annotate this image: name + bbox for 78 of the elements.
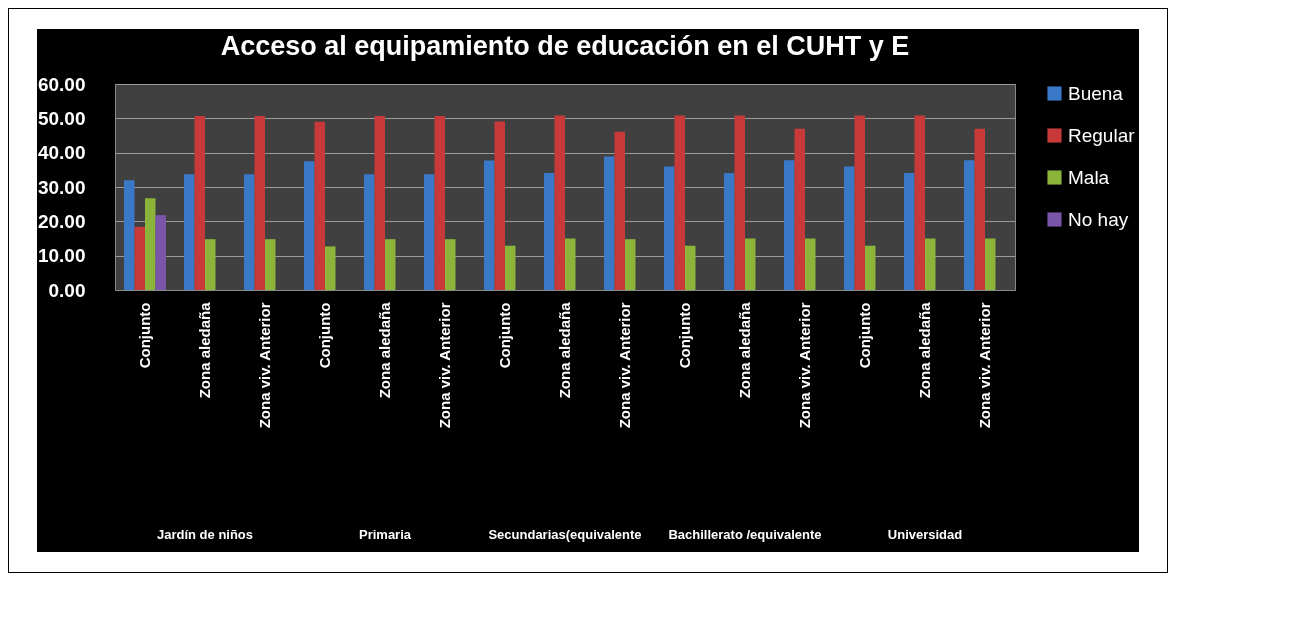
bar <box>244 174 255 290</box>
legend-label: Mala <box>1068 166 1110 188</box>
bar <box>265 239 276 290</box>
bar <box>374 115 385 290</box>
bar <box>304 161 315 290</box>
x-tick-label: Conjunto <box>136 302 153 369</box>
x-tick-label: Zona viv. Anterior <box>256 302 273 429</box>
bar <box>254 115 265 290</box>
bar <box>424 174 435 290</box>
bar <box>794 128 805 290</box>
bar <box>544 172 555 290</box>
bar <box>925 238 936 290</box>
legend-label: Regular <box>1068 124 1136 146</box>
y-tick-label: 60.00 <box>37 73 86 95</box>
bar <box>685 245 696 290</box>
x-tick-label: Zona aledaña <box>196 301 213 399</box>
bar <box>964 160 975 290</box>
bar <box>625 239 636 290</box>
bar <box>134 226 145 290</box>
bar <box>745 238 756 290</box>
x-tick-label: Conjunto <box>496 302 513 369</box>
bar <box>145 198 156 290</box>
bar <box>194 115 205 290</box>
x-tick-label: Zona aledaña <box>556 301 573 399</box>
bar <box>124 180 135 290</box>
bar <box>904 172 915 290</box>
bar <box>434 115 445 290</box>
legend-label: No hay <box>1068 208 1129 230</box>
bar <box>604 156 615 290</box>
bar <box>494 121 505 290</box>
bar <box>445 239 456 290</box>
y-tick-label: 40.00 <box>37 142 86 164</box>
y-tick-label: 10.00 <box>37 245 86 267</box>
x-tick-label: Conjunto <box>316 302 333 369</box>
bar <box>674 115 685 290</box>
y-tick-label: 50.00 <box>37 107 86 129</box>
x-tick-label: Conjunto <box>856 302 873 369</box>
text: Secundarias(equivalente <box>488 527 642 542</box>
x-tick-label: Zona aledaña <box>376 301 393 399</box>
bar <box>364 174 375 290</box>
x-tick-label: Zona viv. Anterior <box>616 302 633 429</box>
bar <box>385 239 396 290</box>
bar <box>614 131 625 290</box>
y-tick-label: 20.00 <box>37 210 86 232</box>
text: Primaria <box>358 527 412 542</box>
bar <box>325 246 336 290</box>
chart-title: Acceso al equipamiento de educación en el CUHT y E <box>220 31 910 61</box>
bar <box>974 128 985 290</box>
y-tick-label: 0.00 <box>48 279 86 301</box>
bar <box>554 115 565 290</box>
x-tick-label: Zona viv. Anterior <box>976 302 993 429</box>
bar <box>784 160 795 290</box>
bar <box>734 115 745 290</box>
bar <box>724 172 735 290</box>
bar <box>865 245 876 290</box>
bar <box>505 245 516 290</box>
x-tick-label: Conjunto <box>676 302 693 369</box>
text: Bachillerato /equivalente <box>668 527 822 542</box>
x-tick-label: Zona aledaña <box>736 301 753 399</box>
bar <box>205 239 216 290</box>
text: Jardín de niños <box>156 527 254 542</box>
bar <box>184 174 195 290</box>
bar <box>565 238 576 290</box>
y-tick-label: 30.00 <box>37 176 86 198</box>
bar <box>805 238 816 290</box>
x-tick-label: Zona viv. Anterior <box>436 302 453 429</box>
bar <box>155 215 166 290</box>
legend-label: Buena <box>1068 82 1124 104</box>
bar <box>664 166 675 290</box>
x-tick-label: Zona viv. Anterior <box>796 302 813 429</box>
bar <box>314 121 325 290</box>
bar <box>854 115 865 290</box>
bar <box>985 238 996 290</box>
x-tick-label: Zona aledaña <box>916 301 933 399</box>
text: Universidad <box>887 527 963 542</box>
bar <box>484 160 495 290</box>
bar <box>844 166 855 290</box>
bar <box>914 115 925 290</box>
